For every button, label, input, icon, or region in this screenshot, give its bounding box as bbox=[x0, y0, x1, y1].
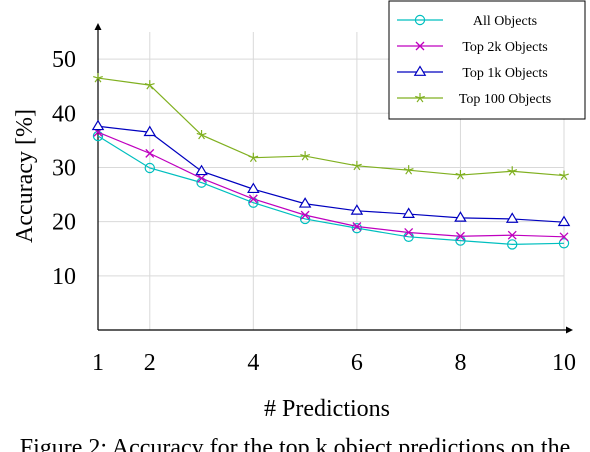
data-point bbox=[91, 119, 105, 131]
y-tick-label: 40 bbox=[52, 101, 76, 127]
data-point bbox=[507, 166, 518, 176]
data-point bbox=[402, 207, 415, 218]
x-tick-label: 2 bbox=[144, 350, 156, 376]
data-point bbox=[505, 212, 519, 223]
legend-label: Top 100 Objects bbox=[459, 92, 551, 107]
data-point bbox=[507, 230, 517, 240]
data-point bbox=[196, 129, 207, 140]
data-point bbox=[507, 239, 518, 250]
data-point bbox=[350, 204, 364, 215]
y-tick-label: 20 bbox=[52, 210, 76, 236]
legend-label: Top 2k Objects bbox=[462, 40, 547, 55]
y-tick-label: 50 bbox=[52, 47, 76, 73]
y-tick-label: 10 bbox=[52, 264, 76, 290]
data-point bbox=[143, 125, 157, 137]
data-point bbox=[300, 210, 310, 220]
series-layer bbox=[91, 73, 571, 250]
x-tick-label: 8 bbox=[454, 350, 466, 376]
legend-marker-icon bbox=[415, 93, 425, 103]
data-point bbox=[298, 197, 312, 208]
data-point bbox=[455, 170, 466, 180]
data-point bbox=[93, 73, 103, 83]
y-tick-label: 30 bbox=[52, 155, 76, 181]
series-line bbox=[97, 125, 565, 223]
legend-marker-icon bbox=[415, 41, 425, 51]
data-point bbox=[351, 160, 362, 171]
series-line bbox=[97, 131, 565, 238]
data-point bbox=[558, 238, 570, 249]
y-axis-arrow-icon bbox=[94, 23, 102, 30]
x-axis-title: # Predictions bbox=[264, 396, 390, 422]
legend-label: All Objects bbox=[473, 14, 537, 29]
tick-labels: 1 2 4 6 8 10 10 20 30 40 50 bbox=[52, 47, 576, 376]
data-point bbox=[197, 173, 207, 183]
data-point bbox=[145, 148, 155, 158]
data-point bbox=[404, 228, 414, 237]
series-line bbox=[97, 77, 565, 177]
x-tick-label: 6 bbox=[351, 350, 363, 376]
data-point bbox=[144, 162, 155, 174]
series-top-1k-objects bbox=[91, 119, 571, 227]
data-point bbox=[559, 170, 569, 180]
data-point bbox=[557, 215, 571, 227]
series-all-objects bbox=[92, 130, 570, 250]
data-point bbox=[300, 151, 311, 161]
x-tick-label: 10 bbox=[552, 350, 576, 376]
data-point bbox=[247, 182, 260, 194]
data-point bbox=[248, 152, 259, 163]
legend-item: Top 1k Objects bbox=[397, 65, 548, 81]
x-axis-arrow-icon bbox=[566, 326, 573, 334]
data-point bbox=[144, 80, 155, 90]
x-tick-label: 4 bbox=[247, 350, 259, 376]
legend-item: Top 2k Objects bbox=[397, 40, 548, 55]
data-point bbox=[248, 194, 258, 204]
y-axis-title: Accuracy [%] bbox=[12, 109, 38, 243]
data-point bbox=[195, 164, 208, 176]
axes bbox=[94, 23, 573, 334]
series-line bbox=[97, 135, 565, 245]
legend-marker-icon bbox=[414, 14, 426, 26]
figure-caption: Figure 2: Accuracy for the top k object … bbox=[19, 435, 571, 452]
legend: All Objects Top 2k Objects Top 1k Objects T… bbox=[388, 0, 586, 120]
legend-marker-icon bbox=[413, 65, 427, 76]
data-point bbox=[352, 222, 362, 231]
data-point bbox=[455, 231, 465, 241]
x-tick-label: 1 bbox=[92, 350, 104, 376]
data-point bbox=[351, 222, 363, 234]
legend-item: Top 100 Objects bbox=[397, 92, 551, 107]
data-point bbox=[403, 165, 414, 175]
data-point bbox=[454, 211, 467, 222]
legend-label: Top 1k Objects bbox=[462, 66, 547, 81]
series-top-100-objects bbox=[93, 73, 569, 180]
legend-item: All Objects bbox=[397, 14, 537, 29]
data-point bbox=[559, 232, 569, 242]
